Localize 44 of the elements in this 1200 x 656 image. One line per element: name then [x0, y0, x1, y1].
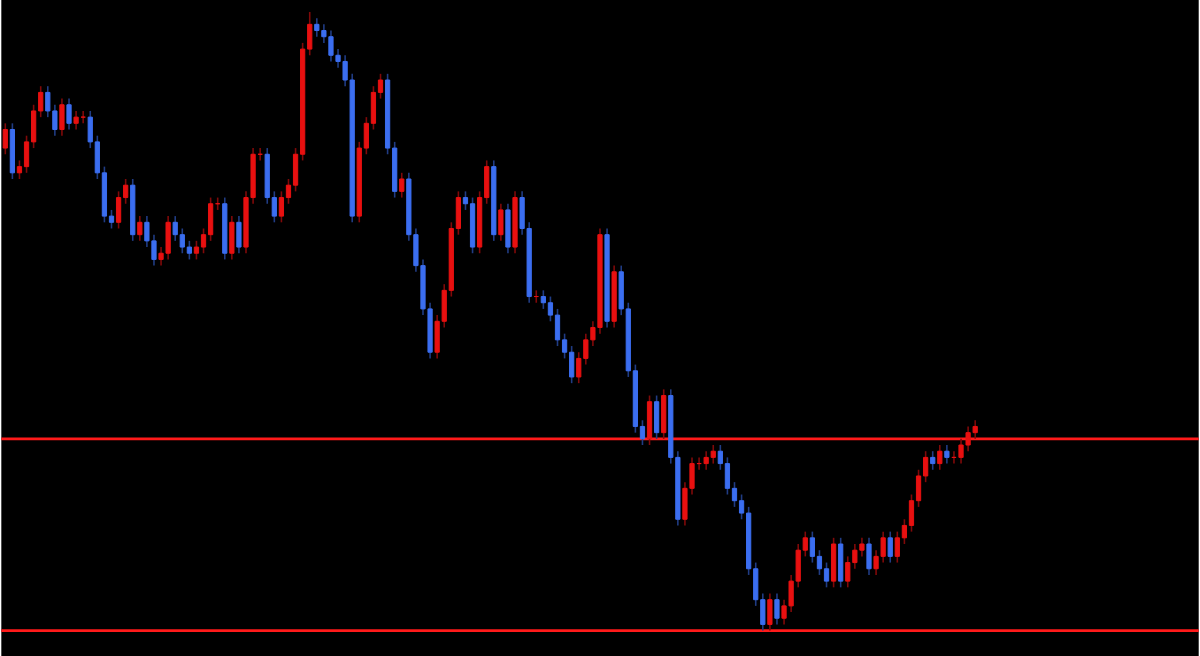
candlestick [703, 450, 709, 471]
candlestick [236, 215, 242, 254]
candlestick [165, 215, 171, 260]
candlestick [399, 171, 405, 199]
candlestick [278, 190, 285, 223]
candlestick [774, 592, 780, 625]
candlestick [328, 29, 334, 62]
candlestick [59, 97, 65, 137]
candlestick [73, 109, 79, 131]
candlestick [830, 536, 837, 588]
candlestick [137, 215, 143, 242]
candlestick [930, 450, 936, 471]
candlestick [554, 307, 561, 347]
candlestick [207, 196, 214, 242]
candlestick [569, 344, 575, 384]
candlestick [809, 530, 815, 564]
candlestick [654, 394, 660, 440]
candlestick [661, 388, 667, 440]
candlestick [540, 289, 546, 310]
candlestick [710, 443, 716, 465]
candlestick [646, 394, 653, 446]
candlestick [172, 215, 178, 242]
candlestick [767, 592, 773, 632]
candlestick [193, 239, 200, 260]
candlestick [724, 456, 731, 496]
candlestick [314, 17, 320, 38]
candlestick [944, 443, 950, 465]
candlestick [823, 561, 830, 588]
candlestick [80, 109, 86, 124]
candlestick [505, 202, 511, 254]
candlestick [838, 536, 844, 588]
candlestick [115, 190, 122, 230]
candlestick [937, 443, 943, 471]
candlestick [469, 196, 476, 254]
candlestick [866, 536, 872, 576]
candlestick [887, 530, 893, 564]
candlestick [229, 215, 235, 260]
candlestick [498, 202, 504, 242]
candlestick [179, 227, 185, 254]
candlestick [186, 239, 192, 260]
candlestick [66, 97, 72, 131]
candlestick [2, 122, 8, 155]
candlestick [9, 122, 16, 180]
candlestick [894, 530, 900, 564]
